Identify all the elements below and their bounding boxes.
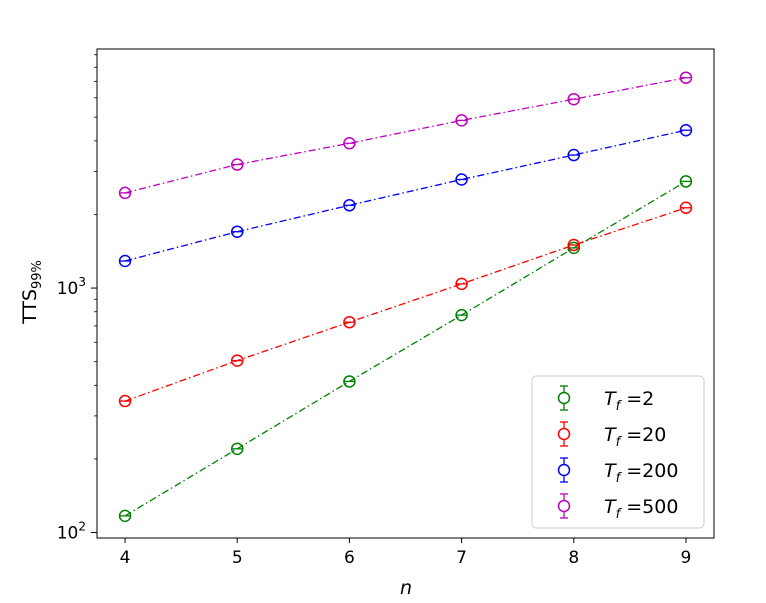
series-line (124, 129, 687, 262)
legend-label: Tf =2 (604, 388, 654, 414)
svg-text:TTS99%: TTS99% (19, 260, 45, 325)
series-2 (118, 123, 693, 268)
x-tick-label: 6 (344, 548, 355, 568)
y-axis-label-main: TTS (19, 289, 41, 325)
x-tick-label: 7 (456, 548, 467, 568)
x-tick-label: 5 (232, 548, 243, 568)
legend-item: Tf =20 (557, 421, 666, 450)
x-tick-label: 9 (681, 548, 692, 568)
legend-marker (557, 427, 571, 441)
series-3 (118, 71, 693, 200)
legend-label: Tf =200 (604, 460, 678, 486)
axes-layer: 4 5 6 7 8 9 102 103 (57, 48, 715, 568)
series-1 (118, 201, 693, 408)
legend-marker (557, 463, 571, 477)
legend-item: Tf =500 (557, 493, 678, 522)
legend: Tf =2 Tf =20 Tf =200 Tf =500 (531, 375, 705, 529)
legend-marker (557, 499, 571, 513)
legend-item: Tf =2 (557, 385, 654, 414)
legend-label: Tf =20 (604, 424, 666, 450)
x-axis-label: n (400, 577, 412, 599)
legend-label: Tf =500 (604, 496, 678, 522)
legend-box (531, 375, 705, 529)
x-tick-label: 4 (120, 548, 131, 568)
legend-item: Tf =200 (557, 457, 678, 486)
y-axis-label: TTS99% (19, 260, 45, 325)
x-tick-label: 8 (568, 548, 579, 568)
y-tick-label: 103 (57, 275, 86, 299)
legend-marker (557, 391, 571, 405)
series-line (124, 77, 687, 194)
y-tick-label: 102 (57, 520, 86, 544)
y-axis-label-sub: 99% (30, 260, 45, 289)
series-layer (118, 71, 693, 523)
axes-frame (96, 48, 715, 539)
series-line (124, 207, 687, 402)
